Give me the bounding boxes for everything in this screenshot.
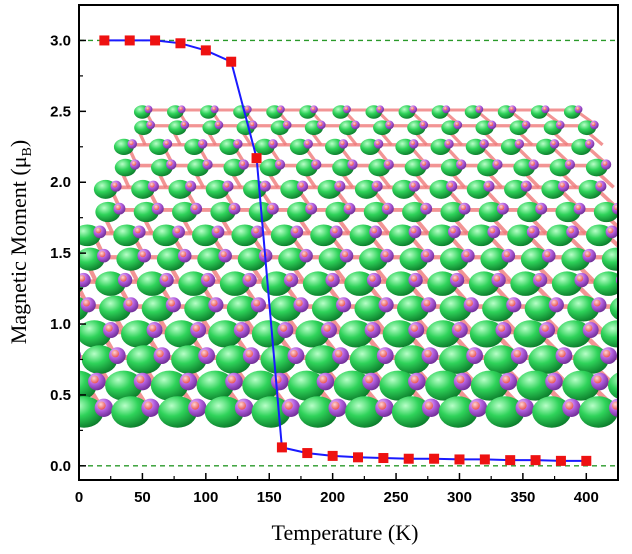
x-tick-label: 100 [193, 489, 218, 506]
x-tick-label: 250 [384, 489, 409, 506]
y-tick-label: 1.5 [50, 245, 71, 262]
data-point [302, 448, 313, 459]
plot-frame [78, 4, 619, 481]
x-tick-label: 350 [510, 489, 535, 506]
x-axis-ticks: 0 50 100 150 200 250 300 350 400 [75, 473, 599, 506]
data-point [124, 35, 135, 46]
y-tick-label: 1.0 [50, 316, 71, 333]
y-axis-ticks: 0.0 0.5 1.0 1.5 2.0 2.5 3.0 [50, 32, 86, 475]
x-tick-label: 150 [257, 489, 282, 506]
data-point [454, 454, 465, 465]
y-tick-label: 2.0 [50, 174, 71, 191]
data-point [175, 38, 186, 49]
data-point [200, 45, 211, 56]
lattice-inset-image [79, 105, 618, 428]
data-point [403, 453, 414, 464]
data-point [276, 442, 287, 453]
data-point [150, 35, 161, 46]
data-point [581, 455, 592, 466]
data-point [429, 453, 440, 464]
x-tick-label: 300 [447, 489, 472, 506]
data-point [530, 455, 541, 466]
data-point [479, 454, 490, 465]
y-tick-label: 3.0 [50, 32, 71, 49]
y-tick-label: 0.5 [50, 387, 71, 404]
x-tick-label: 50 [134, 489, 151, 506]
data-point [378, 453, 389, 464]
data-point [226, 56, 237, 67]
data-point [555, 455, 566, 466]
data-point [353, 452, 364, 463]
data-point [327, 450, 338, 461]
data-point [99, 35, 110, 46]
x-axis-title: Temperature (K) [272, 520, 419, 545]
x-tick-label: 0 [75, 489, 83, 506]
data-point [505, 455, 516, 466]
x-tick-label: 400 [574, 489, 599, 506]
x-tick-label: 200 [320, 489, 345, 506]
data-point [251, 153, 262, 164]
y-axis-title: Magnetic Moment (μB) [6, 140, 35, 344]
y-tick-label: 2.5 [50, 103, 71, 120]
data-markers [99, 35, 592, 466]
y-tick-label: 0.0 [50, 458, 71, 475]
